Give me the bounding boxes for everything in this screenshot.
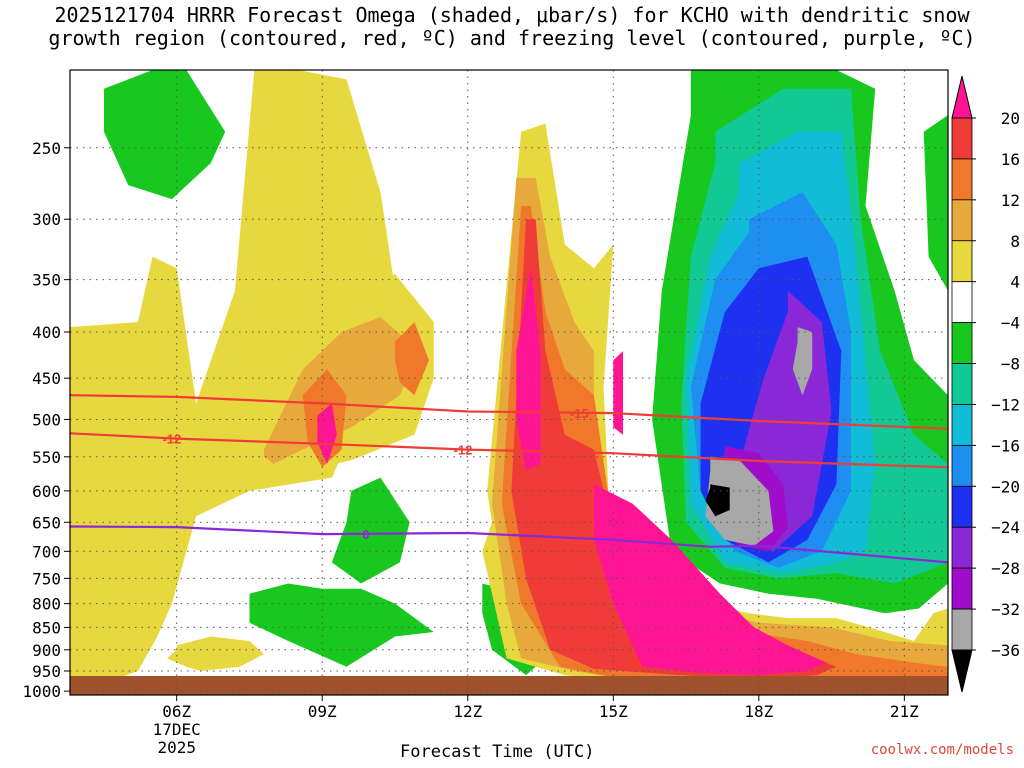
- omega-region-26: [516, 268, 541, 471]
- omega-region-18: [167, 636, 264, 671]
- contour-label-0: -12: [162, 432, 181, 447]
- omega-region-16: [70, 70, 400, 686]
- colorbar-label-11: −28: [991, 559, 1020, 578]
- omega-region-29: [613, 351, 623, 435]
- colorbar-label-13: −36: [991, 641, 1020, 660]
- plot-frame: [69, 69, 949, 696]
- colorbar-swatch-10: [951, 526, 973, 569]
- ground-band: [70, 676, 948, 695]
- ytick-label-500: 500: [32, 410, 61, 429]
- colorbar-label-1: 16: [1001, 150, 1020, 169]
- colorbar-swatch-6: [951, 363, 973, 405]
- ytick-label-950: 950: [32, 662, 61, 681]
- colorbar-label-0: 20: [1001, 109, 1020, 128]
- omega-region-27: [593, 484, 827, 676]
- colorbar-swatch-9: [951, 485, 973, 528]
- colorbar-label-2: 12: [1001, 191, 1020, 210]
- chart-title: 2025121704 HRRR Forecast Omega (shaded, …: [0, 4, 1024, 50]
- ytick-label-600: 600: [32, 482, 61, 501]
- xtick-label-21Z: 21Z: [890, 702, 919, 721]
- contour-0: [70, 525, 948, 564]
- contour-label-3: 0: [362, 527, 369, 542]
- xtick-label-09Z: 09Z: [308, 702, 337, 721]
- colorbar-label-8: −16: [991, 436, 1020, 455]
- credit-text: coolwx.com/models: [870, 742, 1014, 758]
- colorbar-label-7: −12: [991, 395, 1020, 414]
- omega-region-24: [395, 322, 429, 396]
- colorbar-label-4: 4: [1010, 273, 1020, 292]
- contour-label-2: -15: [570, 406, 589, 421]
- ytick-label-850: 850: [32, 618, 61, 637]
- colorbar-label-12: −32: [991, 600, 1020, 619]
- xtick-label-15Z: 15Z: [599, 702, 628, 721]
- ytick-label-800: 800: [32, 595, 61, 614]
- grid-lines: [70, 70, 948, 695]
- colorbar-label-10: −24: [991, 518, 1020, 537]
- colorbar-top-arrow: [951, 75, 973, 119]
- colorbar-bottom-arrow: [951, 649, 973, 693]
- colorbar-swatch-3: [951, 240, 973, 283]
- omega-region-3: [249, 583, 434, 667]
- colorbar: 20 16 12 8 4 −4 −8 −12 −16 −20 −24 −28 −32 −36: [951, 75, 1020, 693]
- colorbar-swatch-4: [951, 281, 973, 324]
- omega-region-6: [923, 115, 948, 291]
- omega-region-15: [705, 484, 730, 517]
- omega-region-2: [331, 477, 410, 584]
- ytick-label-550: 550: [32, 448, 61, 467]
- contour-lines: [70, 394, 948, 564]
- ytick-label-900: 900: [32, 641, 61, 660]
- ytick-label-450: 450: [32, 369, 61, 388]
- ytick-label-700: 700: [32, 542, 61, 561]
- ytick-label-400: 400: [32, 323, 61, 342]
- xtick-label-06Z: 06Z: [162, 702, 191, 721]
- colorbar-label-9: −20: [991, 477, 1020, 496]
- colorbar-swatch-12: [951, 608, 973, 651]
- xtick-date-0: 17DEC: [153, 720, 201, 739]
- ytick-label-300: 300: [32, 210, 61, 229]
- colorbar-swatch-2: [951, 199, 973, 242]
- contour--12: [70, 432, 948, 469]
- xtick-label-18Z: 18Z: [744, 702, 773, 721]
- colorbar-swatch-0: [951, 117, 973, 160]
- title-line-2: growth region (contoured, red, ºC) and f…: [48, 26, 976, 50]
- colorbar-label-6: −8: [1001, 355, 1020, 374]
- ytick-label-650: 650: [32, 513, 61, 532]
- omega-region-0: [104, 70, 226, 200]
- xtick-label-12Z: 12Z: [453, 702, 482, 721]
- xtick-date-1: 2025: [157, 738, 196, 757]
- ytick-label-1000: 1000: [22, 682, 61, 701]
- colorbar-label-3: 8: [1010, 232, 1020, 251]
- omega-region-25: [511, 219, 837, 680]
- contour--15: [70, 394, 948, 430]
- contour-labels: -12 -12 -15 0: [162, 406, 589, 542]
- omega-region-28: [317, 403, 337, 464]
- omega-region-13: [705, 456, 774, 546]
- colorbar-label-5: −4: [1001, 314, 1020, 333]
- ytick-label-250: 250: [32, 139, 61, 158]
- omega-region-14: [792, 327, 813, 396]
- colorbar-swatch-7: [951, 404, 973, 446]
- colorbar-swatch-11: [951, 567, 973, 610]
- colorbar-swatch-5: [951, 322, 973, 364]
- title-line-1: 2025121704 HRRR Forecast Omega (shaded, …: [54, 3, 970, 27]
- ytick-label-750: 750: [32, 569, 61, 588]
- omega-shaded-regions: [70, 70, 948, 692]
- ytick-label-350: 350: [32, 271, 61, 290]
- colorbar-swatch-8: [951, 444, 973, 487]
- colorbar-swatch-1: [951, 158, 973, 201]
- x-axis-label: Forecast Time (UTC): [400, 742, 595, 762]
- y-axis-ticks: 250 300 350 400 450 500 550 600 650 700 750 800 850 9…: [22, 139, 70, 701]
- contour-label-1: -12: [454, 443, 473, 458]
